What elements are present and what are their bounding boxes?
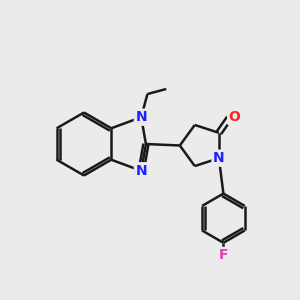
Text: N: N bbox=[135, 164, 147, 178]
Text: F: F bbox=[219, 248, 228, 262]
Text: N: N bbox=[135, 110, 147, 124]
Text: O: O bbox=[229, 110, 241, 124]
Text: N: N bbox=[213, 151, 225, 165]
